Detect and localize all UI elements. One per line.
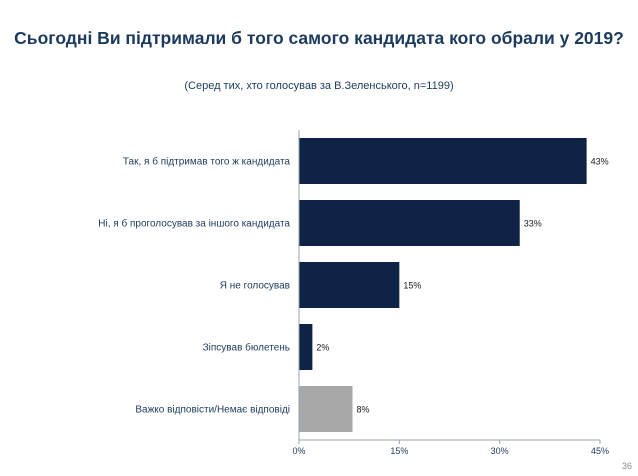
bar-2 [299,200,520,246]
chart-subtitle: (Серед тих, хто голосував за В.Зеленсько… [184,80,454,92]
category-label-2: Ні, я б проголосував за іншого кандидата [98,218,290,230]
value-label-3: 15% [403,281,421,291]
page-number: 36 [621,461,632,471]
value-label-5: 8% [357,405,370,415]
category-label-4: Зіпсував бюлетень [203,342,290,354]
bar-3 [299,262,400,308]
bar-5 [299,386,353,432]
x-tick-label-1: 0% [292,446,305,456]
bar-1 [299,138,587,184]
value-label-1: 43% [591,157,609,167]
category-label-1: Так, я б підтримав того ж кандидата [123,156,291,168]
chart-title: Сьогодні Ви підтримали б того самого кан… [14,28,624,48]
category-label-3: Я не голосував [220,281,290,292]
x-tick-label-4: 45% [591,446,609,456]
value-label-2: 33% [524,219,542,229]
category-label-5: Важко відповісти/Немає відповіді [135,405,290,416]
bar-4 [299,324,313,370]
value-label-4: 2% [316,343,329,353]
x-tick-label-2: 15% [390,446,408,456]
x-tick-label-3: 30% [491,446,509,456]
